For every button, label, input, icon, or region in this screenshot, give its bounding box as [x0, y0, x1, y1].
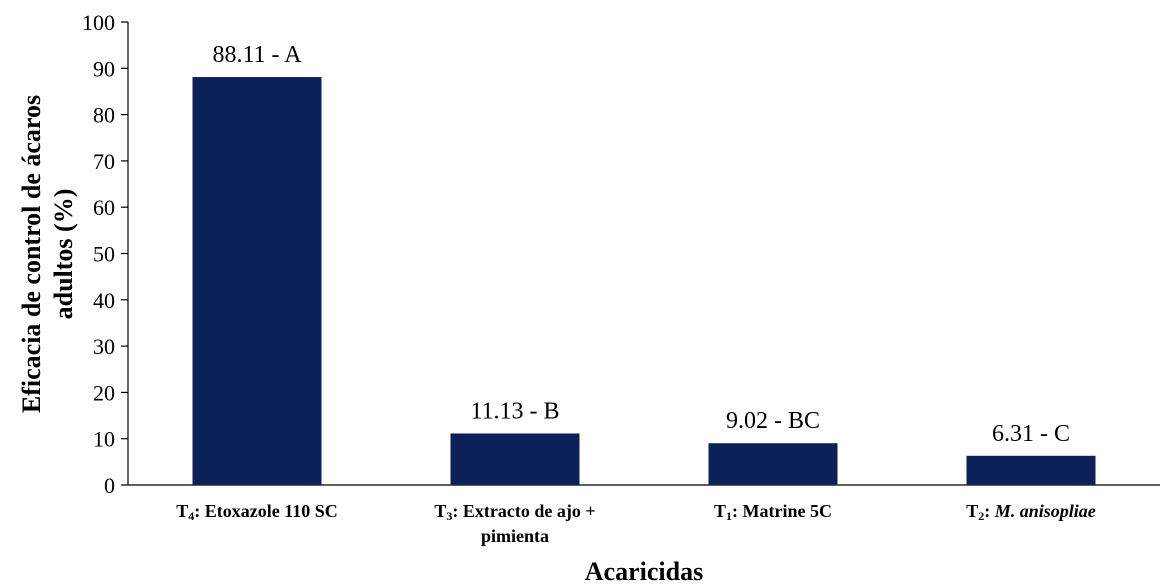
- x-tick-label: T1: Matrine 5C: [714, 501, 832, 523]
- x-tick-label-subscript: 3: [446, 509, 452, 523]
- y-tick-label: 90: [93, 56, 115, 81]
- y-axis-title-text: Eficacia de control de ácaros adultos (%): [17, 95, 78, 413]
- y-tick-label: 80: [93, 103, 115, 128]
- x-tick-label-text: M. anisopliae: [994, 501, 1096, 521]
- x-tick-label-line: T4: Etoxazole 110 SC: [176, 501, 338, 523]
- data-label: 11.13 - B: [470, 398, 559, 424]
- y-tick-label: 100: [82, 10, 115, 35]
- y-axis-title-line: adultos (%): [49, 189, 78, 320]
- x-tick-label: T3: Extracto de ajo + pimienta: [434, 501, 595, 546]
- x-tick-label-text: T: [714, 501, 726, 521]
- x-tick-label-text: :: [984, 501, 995, 521]
- y-axis: 0 10 20 30 40 50 60 70 80 90 100: [82, 10, 129, 498]
- data-label: 88.11 - A: [212, 42, 302, 68]
- x-tick-label: T2: M. anisopliae: [966, 501, 1096, 523]
- x-tick-label-text: pimienta: [481, 526, 549, 546]
- x-tick-label: T4: Etoxazole 110 SC: [176, 501, 338, 523]
- category-labels: T4: Etoxazole 110 SC T3: Extracto de ajo …: [176, 501, 1096, 546]
- bar: [966, 455, 1096, 485]
- x-tick-label-text: : Matrine 5C: [732, 501, 832, 521]
- data-label: 9.02 - BC: [726, 408, 820, 434]
- y-axis-title-line: Eficacia de control de ácaros: [17, 95, 46, 413]
- y-tick-label: 10: [93, 427, 115, 452]
- x-tick-label-text: T: [434, 501, 446, 521]
- x-tick-label-line: pimienta: [481, 526, 549, 546]
- x-tick-label-text: T: [176, 501, 188, 521]
- y-tick-label: 60: [93, 195, 115, 220]
- y-tick-label: 40: [93, 288, 115, 313]
- data-label: 6.31 - C: [992, 421, 1070, 447]
- x-tick-label-subscript: 4: [188, 509, 194, 523]
- y-tick-label: 30: [93, 334, 115, 359]
- x-tick-label-text: : Extracto de ajo +: [452, 501, 595, 521]
- x-tick-label-line: T1: Matrine 5C: [714, 501, 832, 523]
- x-tick-label-subscript: 1: [726, 509, 732, 523]
- y-axis-title: Eficacia de control de ácaros adultos (%): [17, 95, 78, 413]
- x-tick-label-text: : Etoxazole 110 SC: [194, 501, 338, 521]
- y-tick-label: 70: [93, 149, 115, 174]
- bar: [708, 443, 838, 485]
- x-tick-label-subscript: 2: [978, 509, 984, 523]
- y-tick-label: 0: [104, 473, 115, 498]
- bar: [192, 77, 322, 486]
- bar: [450, 433, 580, 485]
- bars: [192, 77, 1096, 486]
- y-tick-label: 50: [93, 242, 115, 267]
- x-axis-title: Acaricidas: [585, 557, 703, 586]
- x-tick-label-text: T: [966, 501, 978, 521]
- x-tick-label-line: T2: M. anisopliae: [966, 501, 1096, 523]
- y-tick-label: 20: [93, 380, 115, 405]
- data-labels: 88.11 - A 11.13 - B 9.02 - BC 6.31 - C: [212, 42, 1070, 447]
- x-tick-label-line: T3: Extracto de ajo +: [434, 501, 595, 523]
